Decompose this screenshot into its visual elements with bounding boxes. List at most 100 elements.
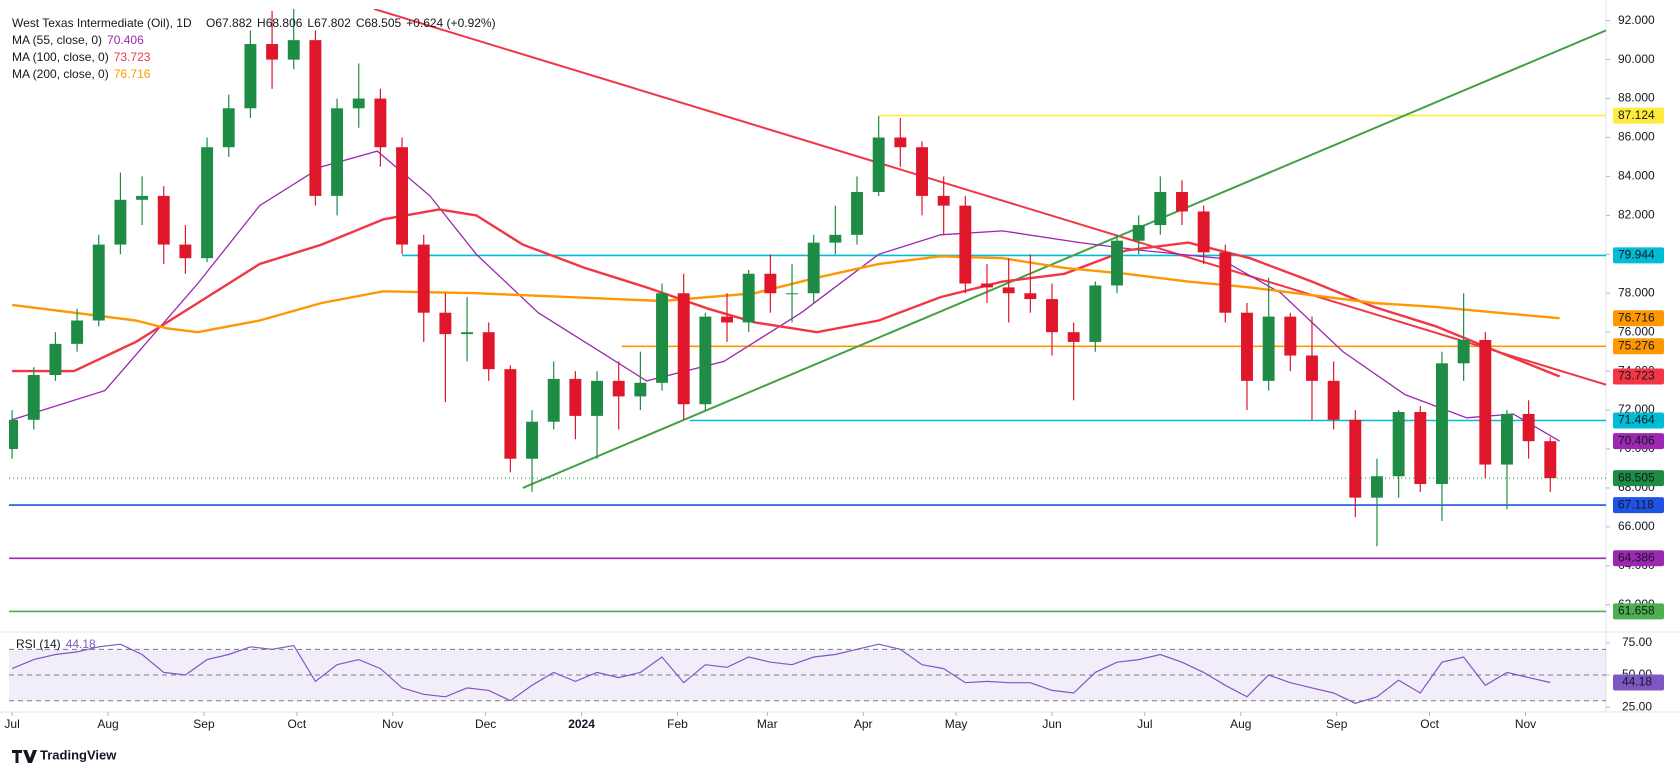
y-tick-label: 88.000 bbox=[1618, 91, 1655, 105]
ma-label-box bbox=[1613, 310, 1664, 327]
candle-body bbox=[1522, 413, 1535, 442]
candle-body bbox=[1392, 412, 1405, 477]
candle-body bbox=[1219, 252, 1232, 313]
ma-name: MA (100, close, 0) bbox=[12, 50, 109, 64]
candle-body bbox=[1154, 192, 1167, 226]
candle-body bbox=[396, 147, 409, 245]
ohlc-value: +0.624 (+0.92%) bbox=[406, 16, 495, 30]
rsi-label: 44.18 bbox=[1622, 675, 1652, 689]
candle-body bbox=[1176, 192, 1188, 212]
candle-body bbox=[1111, 240, 1123, 286]
candle-body bbox=[92, 244, 105, 321]
x-tick-label: 2024 bbox=[568, 717, 595, 731]
candle-body bbox=[894, 137, 907, 148]
level-label-box bbox=[1613, 412, 1664, 429]
candle-body bbox=[201, 147, 214, 259]
candle-body bbox=[764, 273, 777, 294]
ma-legend: MA (55, close, 0) 70.406 bbox=[12, 33, 144, 47]
candle-body bbox=[287, 40, 300, 60]
y-tick-label: 66.000 bbox=[1618, 519, 1655, 533]
ma-value: 70.406 bbox=[107, 33, 144, 47]
moving-average bbox=[12, 208, 1561, 378]
rsi-line bbox=[11, 643, 1551, 704]
trendline bbox=[522, 29, 1606, 489]
candle-body bbox=[1327, 380, 1340, 420]
x-tick-label: Aug bbox=[97, 717, 118, 731]
x-tick-label: Jul bbox=[4, 717, 19, 731]
candle-body bbox=[1046, 299, 1058, 333]
candle-body bbox=[1501, 413, 1513, 465]
candle-body bbox=[1089, 285, 1102, 342]
x-tick-label: Sep bbox=[193, 717, 215, 731]
x-tick-label: Oct bbox=[1420, 717, 1439, 731]
moving-average bbox=[11, 150, 1560, 442]
x-tick-label: Aug bbox=[1230, 717, 1251, 731]
level-label: 64.386 bbox=[1618, 550, 1655, 564]
candle-body bbox=[352, 98, 365, 109]
candle-body bbox=[677, 293, 690, 405]
rsi-tick-label: 25.00 bbox=[1622, 699, 1652, 713]
candle-body bbox=[547, 378, 560, 422]
candle-body bbox=[699, 316, 712, 405]
candle-body bbox=[9, 419, 19, 449]
ma-legend: MA (100, close, 0) 73.723 bbox=[12, 50, 151, 64]
candle-body bbox=[807, 242, 820, 294]
candle-body bbox=[721, 316, 733, 323]
level-label-box bbox=[1613, 107, 1664, 124]
x-tick-label: Dec bbox=[475, 717, 496, 731]
x-tick-label: Oct bbox=[287, 717, 306, 731]
level-label: 61.658 bbox=[1618, 604, 1655, 618]
y-tick-label: 76.000 bbox=[1618, 324, 1655, 338]
candle-body bbox=[71, 320, 84, 344]
candle-body bbox=[157, 195, 170, 245]
axes: 62.00064.00066.00068.00070.00072.00074.0… bbox=[4, 13, 1664, 731]
legend: West Texas Intermediate (Oil), 1D O67.88… bbox=[12, 16, 496, 30]
candle-body bbox=[482, 332, 495, 370]
candle-body bbox=[417, 244, 430, 313]
level-label: 87.124 bbox=[1618, 108, 1655, 122]
candle-body bbox=[1479, 339, 1492, 465]
ohlc-value: L67.802 bbox=[307, 16, 351, 30]
level-label-box bbox=[1613, 338, 1664, 355]
ohlc-value: O67.882 bbox=[206, 16, 252, 30]
candle-body bbox=[222, 108, 235, 148]
ma-value: 76.716 bbox=[114, 67, 151, 81]
candle-body bbox=[591, 380, 604, 416]
candle-body bbox=[504, 369, 517, 459]
candle-body bbox=[916, 147, 928, 196]
candle-body bbox=[1371, 476, 1383, 498]
ma-label-box bbox=[1613, 433, 1664, 450]
ma-label-box bbox=[1613, 368, 1664, 385]
candle-body bbox=[331, 108, 344, 196]
candle-body bbox=[1067, 332, 1080, 342]
x-tick-label: Nov bbox=[382, 717, 403, 731]
y-tick-label: 82.000 bbox=[1618, 208, 1655, 222]
trendline bbox=[373, 9, 1606, 386]
candle-body bbox=[872, 137, 885, 193]
candle-body bbox=[136, 195, 149, 200]
x-tick-label: Mar bbox=[757, 717, 778, 731]
logo-icon bbox=[12, 750, 37, 763]
candle-body bbox=[1132, 225, 1145, 241]
ma-label: 73.723 bbox=[1618, 369, 1655, 383]
rsi-band bbox=[9, 649, 1606, 701]
ma-value: 73.723 bbox=[114, 50, 151, 64]
level-label: 67.118 bbox=[1618, 497, 1654, 511]
rsi-pane bbox=[9, 643, 1606, 704]
candle-body bbox=[612, 380, 625, 397]
ma-label: 76.716 bbox=[1618, 310, 1655, 324]
y-tick-label: 84.000 bbox=[1618, 169, 1655, 183]
candle-body bbox=[851, 192, 863, 235]
candle-body bbox=[114, 199, 127, 245]
level-label: 75.276 bbox=[1618, 338, 1655, 352]
x-tick-label: Jun bbox=[1042, 717, 1061, 731]
candle-body bbox=[526, 421, 539, 459]
rsi-tick-label: 75.00 bbox=[1622, 635, 1652, 649]
x-tick-label: Apr bbox=[854, 717, 873, 731]
ohlc: O67.882 H68.806 L67.802 C68.505 +0.624 (+0.9… bbox=[206, 16, 496, 30]
candle-body bbox=[1436, 363, 1448, 485]
x-tick-label: Feb bbox=[667, 717, 688, 731]
candle-body bbox=[1544, 441, 1557, 479]
